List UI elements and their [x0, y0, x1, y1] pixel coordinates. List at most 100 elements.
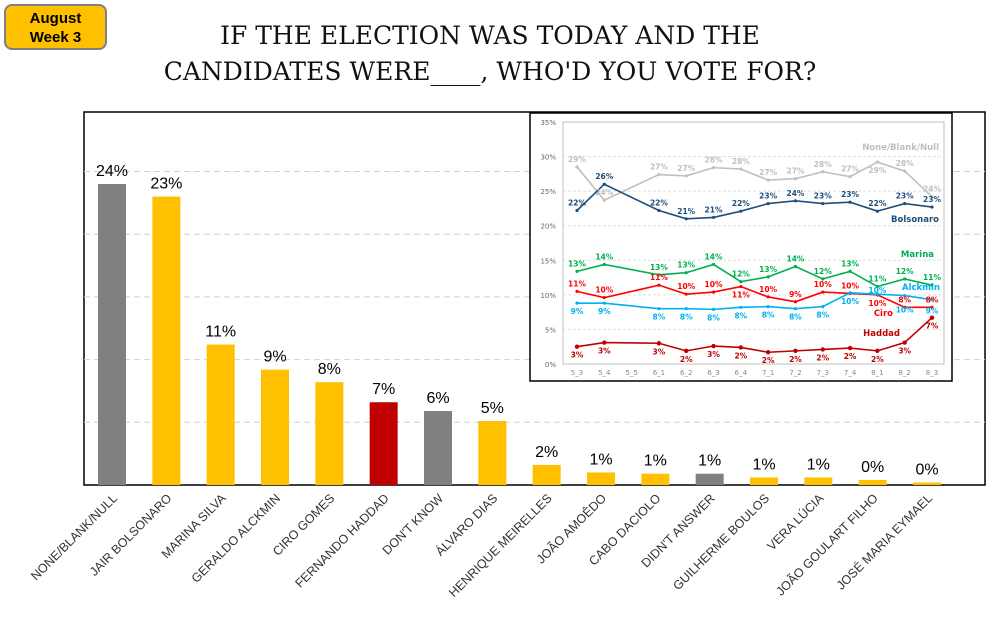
point-label: 2%: [734, 351, 747, 360]
bar-value-label: 6%: [426, 390, 449, 407]
bar: [206, 344, 235, 485]
point-label: 2%: [789, 355, 802, 364]
point-label: 10%: [868, 286, 886, 295]
point-label: 9%: [789, 290, 802, 299]
series-name-label: Bolsonaro: [891, 215, 939, 225]
point-label: 2%: [871, 355, 884, 364]
bar: [369, 402, 398, 485]
series-point: [684, 307, 688, 311]
series-point: [821, 277, 825, 281]
category-label: HENRIQUE MEIRELLES: [446, 491, 555, 600]
point-label: 13%: [759, 265, 777, 274]
series-point: [930, 283, 934, 287]
series-point: [684, 348, 689, 354]
point-label: 9%: [598, 307, 611, 316]
point-label: 27%: [677, 164, 695, 173]
series-point: [711, 307, 716, 311]
point-label: 29%: [568, 155, 586, 164]
series-point: [657, 172, 661, 177]
point-label: 22%: [732, 199, 750, 208]
point-label: 23%: [923, 195, 941, 204]
series-name-label: Haddad: [863, 329, 900, 339]
inset-ytick: 20%: [540, 223, 556, 231]
bar-value-label: 0%: [915, 461, 938, 478]
series-point: [903, 305, 907, 309]
point-label: 10%: [868, 299, 886, 308]
series-point: [930, 305, 934, 309]
inset-xtick: 7_1: [762, 369, 774, 377]
bar-value-label: 1%: [589, 451, 612, 468]
point-label: 28%: [814, 160, 832, 169]
point-label: 7%: [926, 322, 939, 331]
point-label: 10%: [705, 280, 723, 289]
inset-xtick: 7_3: [817, 369, 829, 377]
inset-ytick: 0%: [545, 361, 556, 369]
inset-ytick: 10%: [540, 292, 556, 300]
point-label: 13%: [841, 259, 859, 268]
series-point: [793, 177, 798, 181]
series-point: [766, 305, 770, 309]
point-label: 11%: [732, 291, 750, 300]
point-label: 3%: [898, 347, 911, 356]
point-label: 24%: [595, 188, 613, 197]
point-label: 12%: [896, 267, 914, 276]
category-label: JOÃO GOULART FILHO: [773, 491, 881, 599]
inset-xtick: 6_2: [680, 369, 692, 377]
point-label: 29%: [868, 166, 886, 175]
inset-ytick: 25%: [540, 188, 556, 196]
series-point: [739, 167, 743, 171]
bar-value-label: 7%: [372, 381, 395, 398]
series-point: [711, 343, 716, 349]
point-label: 8%: [816, 311, 829, 320]
bar: [152, 196, 181, 485]
series-point: [875, 348, 880, 354]
point-label: 14%: [705, 252, 723, 261]
series-point: [848, 291, 852, 295]
point-label: 10%: [814, 280, 832, 289]
category-label: JOSÉ MARIA EYMAEL: [833, 490, 935, 592]
inset-xtick: 5_3: [571, 369, 583, 377]
series-point: [684, 217, 688, 221]
point-label: 23%: [759, 192, 777, 201]
series-point: [793, 348, 798, 354]
point-label: 13%: [650, 263, 668, 272]
point-label: 21%: [705, 205, 723, 214]
series-point: [657, 208, 661, 213]
series-point: [739, 280, 743, 284]
point-label: 27%: [650, 163, 668, 172]
bar-value-label: 23%: [150, 176, 182, 193]
series-point: [793, 307, 798, 311]
point-label: 13%: [677, 261, 695, 270]
inset-xtick: 6_4: [735, 369, 748, 377]
series-point: [657, 273, 661, 277]
point-label: 27%: [759, 168, 777, 177]
series-point: [875, 292, 879, 296]
inset-xtick: 8_2: [898, 369, 910, 377]
bar: [750, 477, 778, 485]
series-point: [711, 262, 716, 267]
inset-plot-area: [562, 121, 945, 365]
bar: [695, 473, 724, 485]
point-label: 3%: [653, 347, 666, 356]
series-name-label: Alckmin: [902, 283, 940, 293]
series-point: [575, 289, 579, 293]
inset-xtick: 6_1: [653, 369, 665, 377]
series-point: [602, 182, 606, 186]
point-label: 23%: [841, 190, 859, 199]
bar: [913, 482, 941, 485]
series-point: [575, 301, 579, 305]
inset-ytick: 5%: [545, 326, 556, 334]
inset-xtick: 6_3: [707, 369, 719, 377]
series-point: [766, 275, 770, 279]
bar: [315, 382, 344, 485]
series-point: [929, 315, 935, 320]
series-point: [848, 269, 852, 273]
inset-ytick: 30%: [540, 154, 556, 162]
series-point: [875, 209, 879, 213]
series-point: [766, 201, 770, 206]
series-point: [575, 208, 579, 213]
series-point: [930, 205, 934, 209]
point-label: 27%: [841, 165, 859, 174]
chart-title: IF THE ELECTION WAS TODAY AND THE CANDID…: [130, 18, 850, 90]
series-point: [574, 344, 580, 349]
